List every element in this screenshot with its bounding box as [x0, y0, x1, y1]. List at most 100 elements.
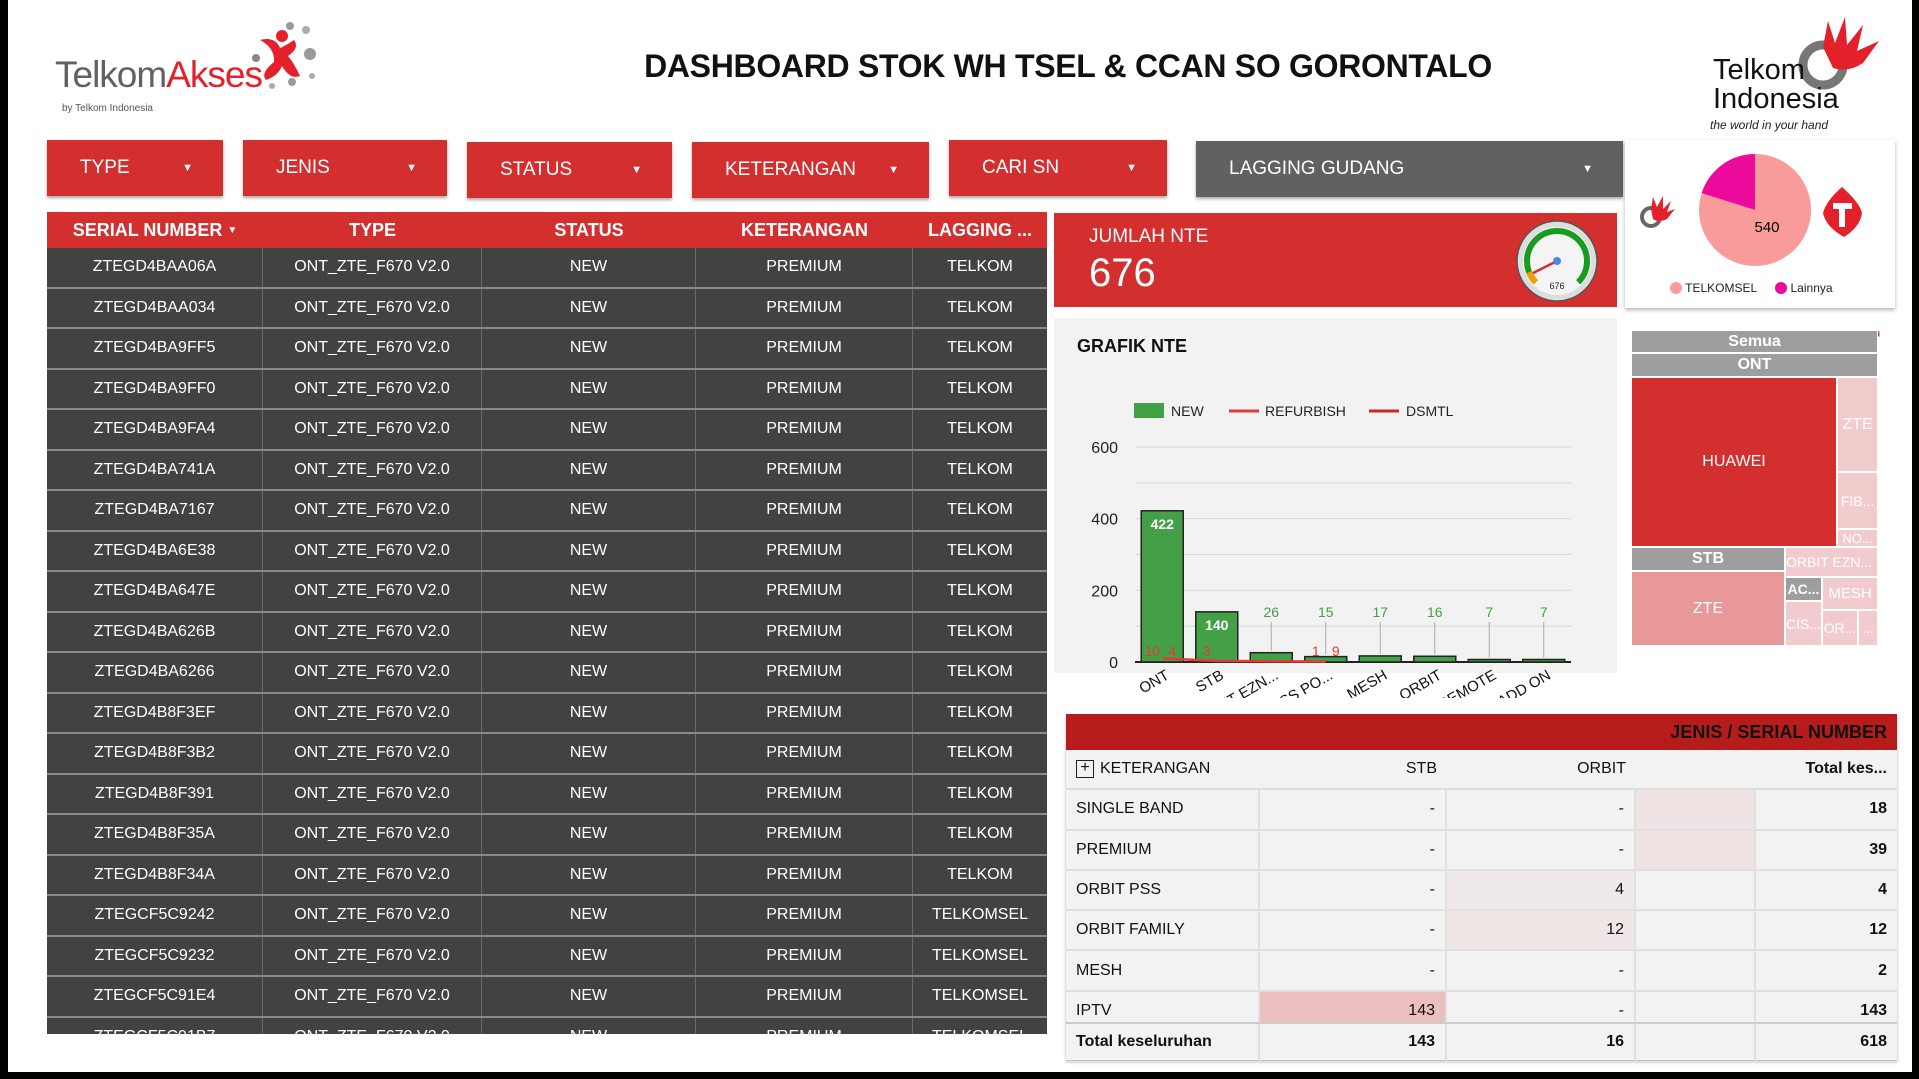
bar-label: 17 — [1372, 604, 1388, 620]
pivot-title: JENIS / SERIAL NUMBER — [1066, 714, 1897, 750]
treemap-huawei[interactable]: HUAWEI — [1631, 377, 1837, 547]
line-refurbish — [1162, 657, 1326, 663]
x-tick-label: ONT — [1136, 667, 1172, 698]
table-row[interactable]: ZTEGD4BA647E ONT_ZTE_F670 V2.0 NEW PREMIUM T… — [47, 572, 1047, 613]
table-row[interactable]: ZTEGD4BAA034 ONT_ZTE_F670 V2.0 NEW PREMIUM T… — [47, 288, 1047, 329]
table-row[interactable]: ZTEGD4BA741A ONT_ZTE_F670 V2.0 NEW PREMIUM T… — [47, 450, 1047, 491]
treemap-ac[interactable]: AC... — [1785, 577, 1822, 601]
table-row[interactable]: ZTEGD4B8F35A ONT_ZTE_F670 V2.0 NEW PREMIUM T… — [47, 815, 1047, 856]
legend-new-label: NEW — [1171, 403, 1204, 419]
table-row[interactable]: ZTEGD4BA6E38 ONT_ZTE_F670 V2.0 NEW PREMIUM T… — [47, 531, 1047, 572]
treemap-group-ont[interactable]: ONT — [1631, 353, 1878, 377]
table-cell: NEW — [482, 936, 696, 975]
col-lagging[interactable]: LAGGING ... — [927, 219, 1032, 240]
col-type[interactable]: TYPE — [348, 219, 396, 240]
treemap-fib[interactable]: FIB... — [1837, 472, 1878, 529]
filter-jenis[interactable]: JENIS ▼ — [243, 140, 447, 196]
pivot-cell — [1636, 951, 1756, 990]
bar-label: 26 — [1263, 604, 1279, 620]
pivot-row: PREMIUM - -39 — [1066, 830, 1897, 871]
legend-lainnya[interactable]: Lainnya — [1775, 281, 1833, 295]
table-row[interactable]: ZTEGD4BAA06A ONT_ZTE_F670 V2.0 NEW PREMIUM T… — [47, 248, 1047, 289]
table-cell: ZTEGD4BA9FA4 — [47, 410, 263, 449]
pivot-cell — [1636, 830, 1756, 869]
table-cell: PREMIUM — [696, 450, 913, 489]
filter-lagging-gudang[interactable]: LAGGING GUDANG ▼ — [1196, 141, 1623, 197]
table-row[interactable]: ZTEGD4B8F3B2 ONT_ZTE_F670 V2.0 NEW PREMIUM T… — [47, 734, 1047, 775]
col-serial-number[interactable]: SERIAL NUMBER ▼ — [47, 212, 263, 248]
table-row[interactable]: ZTEGCF5C9232 ONT_ZTE_F670 V2.0 NEW PREMIUM T… — [47, 936, 1047, 977]
table-cell: ONT_ZTE_F670 V2.0 — [263, 936, 482, 975]
treemap-or[interactable]: OR... — [1822, 610, 1858, 646]
treemap-orbit-ezn[interactable]: ORBIT EZN... — [1785, 547, 1878, 577]
table-row[interactable]: ZTEGD4B8F391 ONT_ZTE_F670 V2.0 NEW PREMIUM T… — [47, 774, 1047, 815]
filter-type[interactable]: TYPE ▼ — [47, 140, 223, 196]
table-cell: NEW — [482, 288, 696, 327]
telkom-hand-icon — [1798, 17, 1879, 90]
legend-telkomsel[interactable]: TELKOMSEL — [1670, 281, 1757, 295]
table-cell: ZTEGD4BA6266 — [47, 653, 263, 692]
dropdown-caret-icon: ▼ — [1126, 162, 1137, 174]
filter-cari-sn[interactable]: CARI SN ▼ — [949, 140, 1167, 196]
table-cell: ZTEGCF5C9232 — [47, 936, 263, 975]
col-keterangan[interactable]: KETERANGAN — [740, 219, 868, 240]
lagging-pie-card: 540 TELKOMSEL Lainnya — [1625, 140, 1895, 308]
plus-box-icon[interactable]: + — [1076, 760, 1094, 779]
table-row[interactable]: ZTEGCF5C91E4 ONT_ZTE_F670 V2.0 NEW PREMIUM T… — [47, 977, 1047, 1018]
filter-keterangan[interactable]: KETERANGAN ▼ — [692, 142, 929, 198]
pie-slice-lainnya[interactable] — [1701, 154, 1755, 210]
legend-dot-icon — [1670, 282, 1682, 294]
y-tick-label: 0 — [1109, 655, 1118, 672]
table-row[interactable]: ZTEGD4BA9FA4 ONT_ZTE_F670 V2.0 NEW PREMIUM T… — [47, 410, 1047, 451]
treemap-zte-ont[interactable]: ZTE — [1837, 377, 1878, 472]
bar-label: 140 — [1205, 617, 1229, 633]
table-cell: TELKOM — [947, 784, 1013, 802]
table-row[interactable]: ZTEGD4BA9FF5 ONT_ZTE_F670 V2.0 NEW PREMIUM T… — [47, 329, 1047, 370]
table-cell: PREMIUM — [696, 369, 913, 408]
table-cell: ZTEGD4B8F391 — [47, 774, 263, 813]
pivot-header: + KETERANGAN STB ORBIT Total kes... — [1066, 750, 1897, 791]
table-cell: TELKOM — [947, 379, 1013, 397]
treemap-root[interactable]: Semua — [1631, 330, 1878, 353]
telkom-akses-logo: TelkomAkses by Telkom Indonesia — [45, 18, 345, 118]
table-cell: PREMIUM — [696, 734, 913, 773]
table-row[interactable]: ZTEGD4BA7167 ONT_ZTE_F670 V2.0 NEW PREMIUM T… — [47, 491, 1047, 532]
table-cell: ZTEGD4BAA06A — [47, 248, 263, 287]
table-row[interactable]: ZTEGD4BA6266 ONT_ZTE_F670 V2.0 NEW PREMIUM T… — [47, 653, 1047, 694]
treemap-more[interactable]: ... — [1858, 610, 1878, 646]
bar-new — [1140, 510, 1184, 663]
x-tick-label: STB — [1193, 667, 1227, 696]
pivot-cell: - — [1447, 951, 1636, 990]
table-cell: ONT_ZTE_F670 V2.0 — [263, 531, 482, 570]
table-cell: NEW — [482, 855, 696, 894]
table-cell: TELKOM — [947, 744, 1013, 762]
treemap-no[interactable]: NO... — [1837, 529, 1878, 547]
table-cell: NEW — [482, 815, 696, 854]
treemap-mesh[interactable]: MESH — [1822, 577, 1878, 610]
pivot-cell: 4 — [1878, 881, 1887, 899]
table-cell: TELKOMSEL — [913, 1018, 1047, 1034]
table-row[interactable]: ZTEGD4BA626B ONT_ZTE_F670 V2.0 NEW PREMIUM T… — [47, 612, 1047, 653]
treemap-zte-stb[interactable]: ZTE — [1631, 571, 1785, 646]
col-status[interactable]: STATUS — [554, 219, 624, 240]
table-cell: NEW — [482, 774, 696, 813]
dropdown-caret-icon: ▼ — [182, 162, 193, 174]
treemap-group-stb[interactable]: STB — [1631, 547, 1785, 571]
treemap-cis[interactable]: CIS... — [1785, 601, 1822, 646]
table-row[interactable]: ZTEGCF5C9242 ONT_ZTE_F670 V2.0 NEW PREMIUM T… — [47, 896, 1047, 937]
bar-label: 15 — [1318, 604, 1334, 620]
filter-status[interactable]: STATUS ▼ — [467, 142, 672, 198]
bar-new — [1358, 655, 1402, 663]
table-cell: ONT_ZTE_F670 V2.0 — [263, 248, 482, 287]
kpi-label: JUMLAH NTE — [1089, 226, 1209, 247]
table-cell: ONT_ZTE_F670 V2.0 — [263, 450, 482, 489]
table-row[interactable]: ZTEGD4B8F3EF ONT_ZTE_F670 V2.0 NEW PREMIUM T… — [47, 693, 1047, 734]
table-cell: TELKOM — [947, 298, 1013, 316]
table-row[interactable]: ZTEGD4BA9FF0 ONT_ZTE_F670 V2.0 NEW PREMIUM T… — [47, 369, 1047, 410]
table-row[interactable]: ZTEGCF5C91B7ONT_ZTE_F670 V2.0NEWPREMIUMT… — [47, 1017, 1047, 1034]
table-row[interactable]: ZTEGD4B8F34A ONT_ZTE_F670 V2.0 NEW PREMIUM T… — [47, 855, 1047, 896]
table-cell: ONT_ZTE_F670 V2.0 — [263, 1017, 482, 1034]
pivot-total-row: Total keseluruhan 143 16 618 — [1066, 1022, 1897, 1063]
pie-chart: 540 — [1699, 154, 1811, 266]
table-cell: NEW — [482, 531, 696, 570]
